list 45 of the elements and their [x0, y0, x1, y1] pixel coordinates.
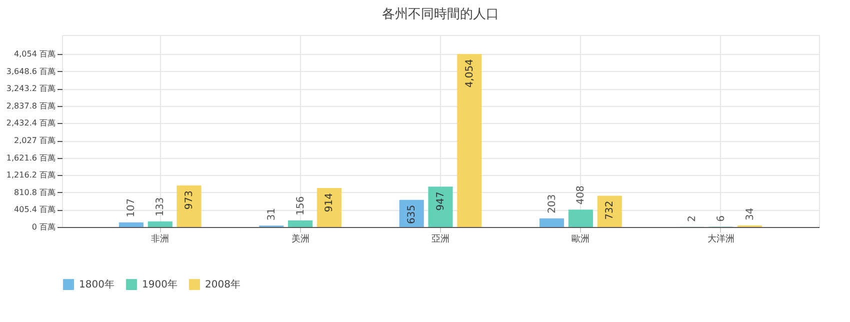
y-tick-label: 2,432.4 百萬	[6, 118, 56, 128]
data-label: 2	[686, 216, 698, 222]
data-label: 732	[604, 200, 616, 220]
bar	[118, 222, 144, 227]
y-tick-label: 4,054 百萬	[14, 50, 56, 59]
x-tick-label: 亞洲	[432, 234, 450, 244]
bar	[148, 221, 172, 227]
x-tick-label: 大洋洲	[707, 234, 734, 244]
data-label: 156	[295, 196, 306, 216]
y-tick-label: 0 百萬	[32, 222, 56, 232]
y-tick-label: 3,243.2 百萬	[6, 84, 56, 94]
data-label: 914	[324, 193, 336, 212]
y-tick-label: 1,621.6 百萬	[6, 153, 56, 162]
legend-label: 2008年	[205, 278, 240, 291]
y-tick-label: 2,837.8 百萬	[6, 101, 56, 110]
bar	[176, 185, 202, 227]
y-tick-label: 405.4 百萬	[14, 205, 56, 214]
data-label: 4,054	[464, 59, 476, 88]
y-tick-label: 1,216.2 百萬	[6, 170, 56, 180]
bar	[597, 196, 622, 227]
data-label: 31	[266, 208, 278, 221]
data-label: 973	[184, 190, 196, 210]
data-label: 34	[744, 208, 756, 221]
bar	[428, 186, 453, 227]
data-label: 203	[546, 194, 558, 214]
data-label: 635	[406, 204, 418, 224]
legend-label: 1800年	[79, 278, 114, 291]
legend-label: 1900年	[142, 278, 178, 291]
y-tick-label: 2,027 百萬	[14, 136, 56, 146]
data-label: 947	[436, 192, 446, 211]
bar	[288, 220, 313, 227]
data-label: 107	[126, 198, 138, 218]
x-tick-label: 美洲	[291, 234, 310, 244]
x-tick-label: 非洲	[151, 234, 170, 244]
bar	[568, 210, 593, 227]
y-tick-label: 810.8 百萬	[14, 188, 56, 197]
bar	[316, 188, 342, 227]
data-label: 133	[155, 197, 166, 216]
bar	[539, 218, 564, 227]
bar	[457, 54, 482, 227]
x-tick-label: 歐洲	[572, 234, 590, 244]
data-label: 6	[716, 215, 727, 222]
chart-title: 各州不同時間的人口	[382, 7, 499, 22]
data-label: 408	[576, 186, 587, 205]
y-tick-label: 3,648.6 百萬	[6, 66, 56, 76]
